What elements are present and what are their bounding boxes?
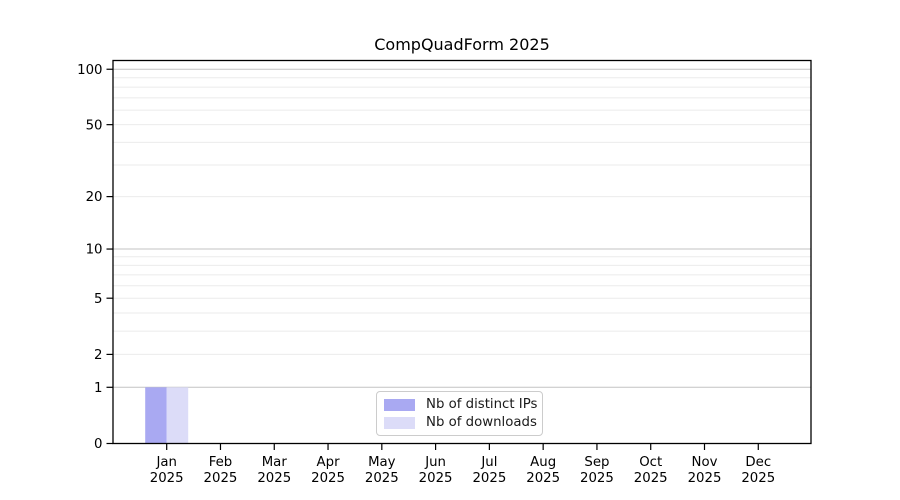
y-tick-label: 50: [86, 118, 103, 133]
legend-swatch-distinct-ips: [384, 398, 415, 411]
y-tick-label: 20: [86, 190, 103, 205]
chart-title: CompQuadForm 2025: [374, 35, 550, 54]
y-tick-label: 10: [86, 243, 103, 258]
y-tick-label: 0: [94, 437, 102, 452]
x-tick-label-year: 2025: [526, 471, 560, 486]
x-tick-label-month: Mar: [262, 455, 288, 470]
x-tick-label-month: Aug: [530, 455, 556, 470]
legend-label-downloads: Nb of downloads: [426, 415, 537, 430]
x-tick-label-year: 2025: [311, 471, 345, 486]
legend-item-downloads: Nb of downloads: [384, 415, 537, 430]
x-tick-label-month: Feb: [209, 455, 233, 470]
x-tick-label-month: Dec: [745, 455, 771, 470]
x-tick-label-month: Jul: [480, 455, 497, 470]
legend-label-distinct-ips: Nb of distinct IPs: [426, 397, 538, 412]
x-tick-label-month: Apr: [317, 455, 341, 470]
y-tick-label: 2: [94, 348, 102, 363]
x-tick-label-year: 2025: [688, 471, 722, 486]
x-tick-label-month: Sep: [584, 455, 609, 470]
y-tick-label: 5: [94, 292, 102, 307]
x-tick-label-year: 2025: [419, 471, 453, 486]
bar-downloads: [166, 387, 189, 444]
bar-distinct-ips: [145, 387, 167, 444]
plot-frame: [112, 59, 812, 445]
x-tick-label-year: 2025: [472, 471, 506, 486]
x-tick-label-year: 2025: [150, 471, 184, 486]
y-tick-label: 1: [94, 381, 102, 396]
legend-item-distinct-ips: Nb of distinct IPs: [384, 397, 538, 412]
legend: Nb of distinct IPs Nb of downloads: [376, 391, 543, 436]
x-tick-label-year: 2025: [580, 471, 614, 486]
x-tick-label-month: May: [368, 455, 396, 470]
x-tick-label-year: 2025: [365, 471, 399, 486]
x-tick-label-month: Jan: [155, 455, 177, 470]
x-tick-label-year: 2025: [204, 471, 238, 486]
x-tick-label-month: Nov: [692, 455, 718, 470]
y-tick-label: 100: [77, 63, 102, 78]
x-tick-label-year: 2025: [257, 471, 291, 486]
x-tick-label-month: Oct: [639, 455, 662, 470]
x-tick-label-month: Jun: [424, 455, 446, 470]
x-tick-label-year: 2025: [741, 471, 775, 486]
legend-swatch-downloads: [384, 416, 415, 429]
x-tick-label-year: 2025: [634, 471, 668, 486]
